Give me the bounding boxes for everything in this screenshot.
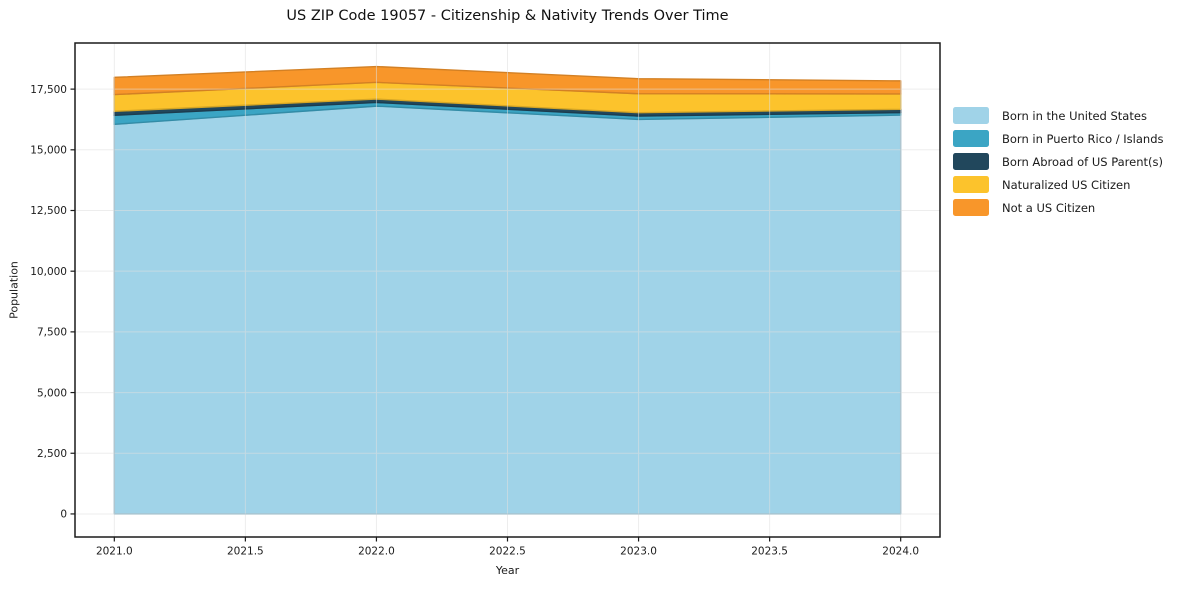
legend-swatch xyxy=(953,176,989,193)
legend-swatch xyxy=(953,107,989,124)
legend-label: Naturalized US Citizen xyxy=(1002,177,1131,192)
y-tick-label: 17,500 xyxy=(30,84,67,96)
legend-item-0: Born in the United States xyxy=(953,107,1164,124)
x-tick-label: 2023.0 xyxy=(620,546,657,558)
gridlines xyxy=(75,43,940,537)
legend-item-1: Born in Puerto Rico / Islands xyxy=(953,130,1164,147)
y-axis-label: Population xyxy=(7,261,21,319)
y-tick-label: 2,500 xyxy=(37,448,67,460)
legend-label: Born in Puerto Rico / Islands xyxy=(1002,131,1164,146)
x-tick-label: 2021.5 xyxy=(227,546,264,558)
x-tick-label: 2021.0 xyxy=(96,546,133,558)
x-tick-label: 2023.5 xyxy=(751,546,788,558)
legend-swatch xyxy=(953,153,989,170)
x-tick-label: 2024.0 xyxy=(882,546,919,558)
legend-item-2: Born Abroad of US Parent(s) xyxy=(953,153,1164,170)
legend: Born in the United States Born in Puerto … xyxy=(953,107,1164,222)
legend-label: Born in the United States xyxy=(1002,108,1147,123)
y-tick-label: 10,000 xyxy=(30,266,67,278)
tick-labels: 2021.0 2021.5 2022.0 2022.5 2023.0 2023.5 2024… xyxy=(30,84,919,558)
legend-swatch xyxy=(953,130,989,147)
y-tick-label: 12,500 xyxy=(30,205,67,217)
legend-label: Born Abroad of US Parent(s) xyxy=(1002,154,1163,169)
legend-item-3: Naturalized US Citizen xyxy=(953,176,1164,193)
x-tick-label: 2022.5 xyxy=(489,546,526,558)
y-tick-label: 7,500 xyxy=(37,327,67,339)
tick-marks xyxy=(70,88,902,542)
y-tick-label: 0 xyxy=(60,509,67,521)
legend-swatch xyxy=(953,199,989,216)
y-tick-label: 15,000 xyxy=(30,145,67,157)
chart-title: US ZIP Code 19057 - Citizenship & Nativi… xyxy=(286,8,729,24)
legend-label: Not a US Citizen xyxy=(1002,200,1096,215)
x-tick-label: 2022.0 xyxy=(358,546,395,558)
x-axis-label: Year xyxy=(495,564,520,577)
legend-item-4: Not a US Citizen xyxy=(953,199,1164,216)
y-tick-label: 5,000 xyxy=(37,387,67,399)
